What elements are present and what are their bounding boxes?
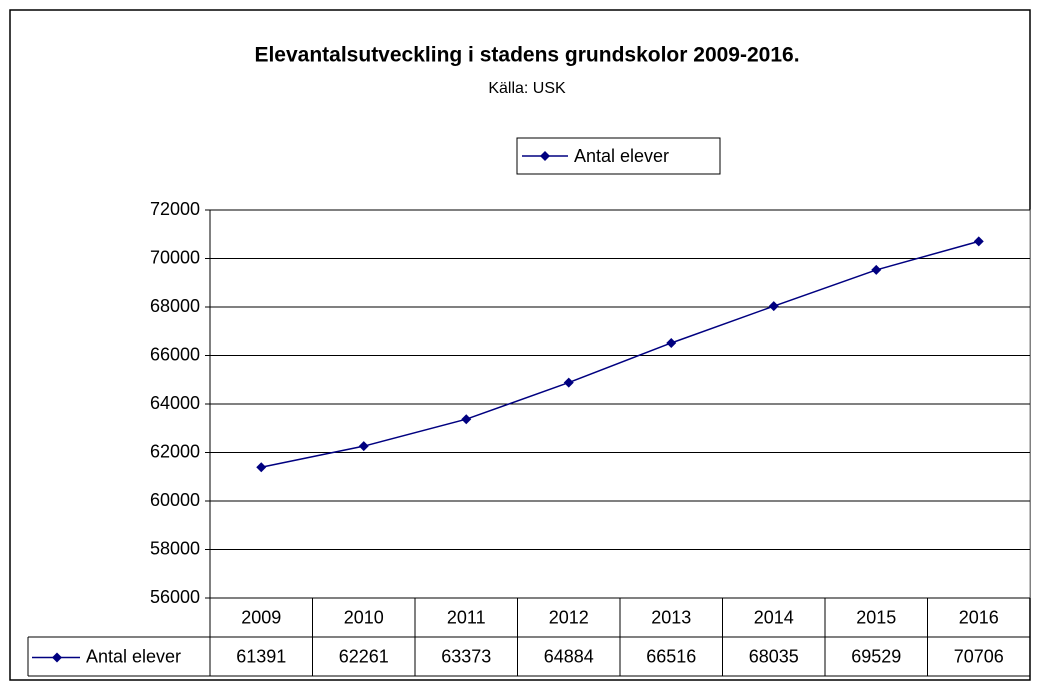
- table-value: 69529: [851, 646, 901, 666]
- x-tick-label: 2013: [651, 607, 691, 627]
- table-value: 64884: [544, 646, 594, 666]
- marker: [563, 377, 574, 388]
- marker: [871, 264, 882, 275]
- x-tick-label: 2010: [344, 607, 384, 627]
- chart-title: Elevantalsutveckling i stadens grundskol…: [254, 44, 799, 67]
- marker: [358, 441, 369, 452]
- marker: [768, 301, 779, 312]
- x-tick-label: 2009: [241, 607, 281, 627]
- y-tick-label: 64000: [150, 393, 200, 413]
- y-tick-label: 72000: [150, 199, 200, 219]
- series-line: [261, 240, 979, 469]
- y-tick-label: 60000: [150, 490, 200, 510]
- x-tick-label: 2014: [754, 607, 794, 627]
- x-tick-label: 2016: [959, 607, 999, 627]
- table-value: 62261: [339, 646, 389, 666]
- table-value: 66516: [646, 646, 696, 666]
- legend-label: Antal elever: [574, 146, 669, 166]
- y-tick-label: 68000: [150, 296, 200, 316]
- table-row-label: Antal elever: [86, 646, 181, 666]
- x-tick-label: 2011: [447, 607, 486, 627]
- table-value: 68035: [749, 646, 799, 666]
- y-tick-label: 66000: [150, 344, 200, 364]
- y-tick-label: 58000: [150, 538, 200, 558]
- marker: [461, 414, 472, 425]
- y-tick-label: 62000: [150, 441, 200, 461]
- marker: [666, 337, 677, 348]
- x-tick-label: 2015: [856, 607, 896, 627]
- x-tick-label: 2012: [549, 607, 589, 627]
- y-tick-label: 70000: [150, 247, 200, 267]
- marker: [973, 236, 984, 247]
- legend-key-marker: [540, 151, 550, 161]
- table-value: 70706: [954, 646, 1004, 666]
- y-tick-label: 56000: [150, 587, 200, 607]
- table-value: 63373: [441, 646, 491, 666]
- marker: [256, 462, 267, 473]
- legend-key-marker: [52, 652, 62, 663]
- chart-subtitle: Källa: USK: [488, 80, 566, 97]
- table-value: 61391: [236, 646, 286, 666]
